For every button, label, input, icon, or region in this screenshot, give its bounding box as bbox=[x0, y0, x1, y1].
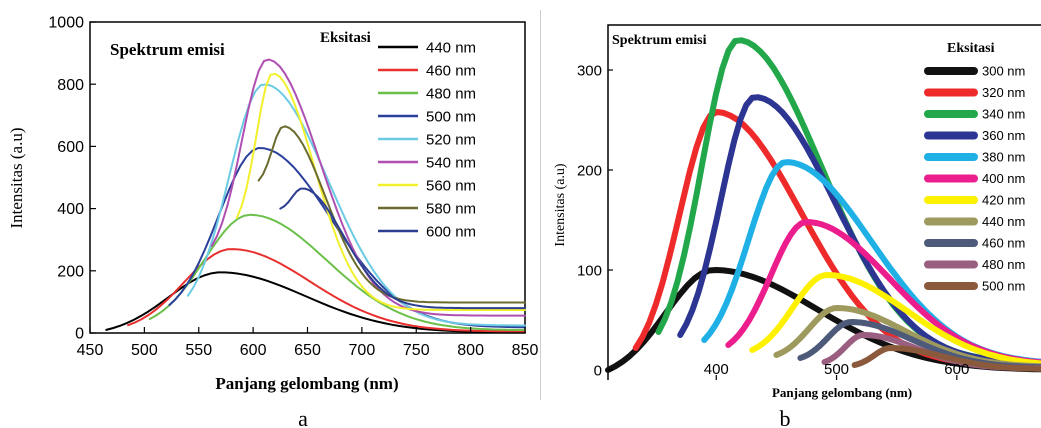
panel-a-x-tick-label: 450 bbox=[77, 342, 104, 359]
panel-b-x-ticks: 400 500 600 bbox=[704, 361, 969, 380]
panel-a-y-ticks: 0 200 400 600 800 1000 bbox=[48, 15, 96, 343]
panel-a-legend-label: 480 nm bbox=[426, 85, 476, 102]
panel-a-x-ticks: 450 500 550 600 650 700 750 800 850 bbox=[77, 327, 539, 359]
panel-a-legend-label: 500 nm bbox=[426, 108, 476, 125]
panel-b-legend-label: 420 nm bbox=[982, 193, 1025, 208]
panel-a-y-tick-label: 400 bbox=[57, 201, 84, 218]
panel-b-x-tick-label: 400 bbox=[704, 361, 729, 378]
panel-a-series-line-520nm bbox=[186, 83, 526, 327]
panel-b-y-axis-label: Intensitas (a.u) bbox=[553, 163, 568, 247]
panel-b-y-ticks: 0 100 200 300 bbox=[577, 62, 613, 379]
panel-a-title: Spektrum emisi bbox=[110, 40, 225, 59]
panel-a-series-line-560nm bbox=[235, 72, 526, 311]
panel-b-x-tick-label: 600 bbox=[944, 361, 969, 378]
panel-b-label: b bbox=[780, 406, 791, 428]
panel-a-legend-label: 560 nm bbox=[426, 177, 476, 194]
panel-a-legend-label: 580 nm bbox=[426, 200, 476, 217]
panel-a-y-tick-label: 600 bbox=[57, 139, 84, 156]
panel-a-series-line-600nm bbox=[279, 187, 526, 310]
panel-b-y-tick-label: 200 bbox=[577, 162, 602, 179]
panel-a-y-tick-label: 200 bbox=[57, 263, 84, 280]
panel-a-x-tick-label: 500 bbox=[131, 342, 158, 359]
panel-b-series-line-420nm bbox=[749, 272, 1041, 367]
panel-b-title: Spektrum emisi bbox=[612, 33, 707, 48]
panel-a-x-tick-label: 750 bbox=[403, 342, 430, 359]
panel-a-x-axis-label: Panjang gelombang (nm) bbox=[215, 374, 398, 393]
panel-b-legend-label: 480 nm bbox=[982, 257, 1025, 272]
panel-b-legend-label: 300 nm bbox=[982, 64, 1025, 79]
panel-b-series-line-500nm bbox=[851, 345, 1041, 372]
panel-a-label: a bbox=[298, 406, 308, 428]
panel-b-legend: 300 nm 320 nm 340 nm 360 nm 380 nm 400 nm 420 … bbox=[924, 64, 1025, 294]
panel-a-x-tick-label: 650 bbox=[294, 342, 321, 359]
panel-b-legend-label: 360 nm bbox=[982, 128, 1025, 143]
panel-a-series-line-480nm bbox=[148, 213, 526, 331]
panel-b-y-tick-label: 100 bbox=[577, 262, 602, 279]
panel-b-curves bbox=[605, 37, 1041, 373]
panel-a-x-tick-label: 700 bbox=[349, 342, 376, 359]
panel-a-x-tick-label: 850 bbox=[512, 342, 539, 359]
panel-b-legend-label: 400 nm bbox=[982, 171, 1025, 186]
panel-b-legend-label: 460 nm bbox=[982, 236, 1025, 251]
panel-a-legend-label: 460 nm bbox=[426, 62, 476, 79]
panel-b-legend-label: 380 nm bbox=[982, 150, 1025, 165]
panel-a-legend-label: 600 nm bbox=[426, 223, 476, 240]
panel-a-y-axis-label: Intensitas (a.u) bbox=[7, 127, 26, 228]
panel-b-x-tick-label: 500 bbox=[824, 361, 849, 378]
panel-b-legend-title: Eksitasi bbox=[947, 41, 995, 56]
panel-a-chart: 450 500 550 600 650 700 750 800 850 0 200 400 600 80… bbox=[7, 15, 539, 428]
panel-a-y-tick-label: 0 bbox=[75, 326, 84, 343]
panel-a-series-line-460nm bbox=[127, 248, 526, 333]
panel-b-x-axis-label: Panjang gelombang (nm) bbox=[772, 385, 912, 400]
panel-b-legend-label: 500 nm bbox=[982, 279, 1025, 294]
panel-b-chart: 400 500 600 0 100 200 300 Spektrum emisi Eksi… bbox=[540, 10, 1041, 428]
panel-a-legend: 440 nm 460 nm 480 nm 500 nm 520 nm 540 nm 560 … bbox=[378, 39, 476, 240]
panel-b-legend-label: 440 nm bbox=[982, 214, 1025, 229]
panel-b-legend-label: 320 nm bbox=[982, 85, 1025, 100]
panel-b-plot-frame bbox=[607, 24, 1041, 380]
panel-a-series-line-580nm bbox=[257, 125, 526, 304]
panel-a-legend-label: 540 nm bbox=[426, 154, 476, 171]
panel-a-legend-label: 440 nm bbox=[426, 39, 476, 56]
panel-a-x-tick-label: 600 bbox=[240, 342, 267, 359]
panel-a-curves bbox=[105, 58, 526, 334]
panel-a-y-tick-label: 800 bbox=[57, 77, 84, 94]
panel-b-y-tick-label: 0 bbox=[594, 362, 602, 379]
panel-a-y-tick-label: 1000 bbox=[48, 15, 84, 32]
panel-a-legend-title: Eksitasi bbox=[320, 30, 371, 46]
panel-b-legend-label: 340 nm bbox=[982, 107, 1025, 122]
panel-a-x-tick-label: 800 bbox=[457, 342, 484, 359]
panel-a-x-tick-label: 550 bbox=[185, 342, 212, 359]
panel-a-legend-label: 520 nm bbox=[426, 131, 476, 148]
panel-b-y-tick-label: 300 bbox=[577, 62, 602, 79]
